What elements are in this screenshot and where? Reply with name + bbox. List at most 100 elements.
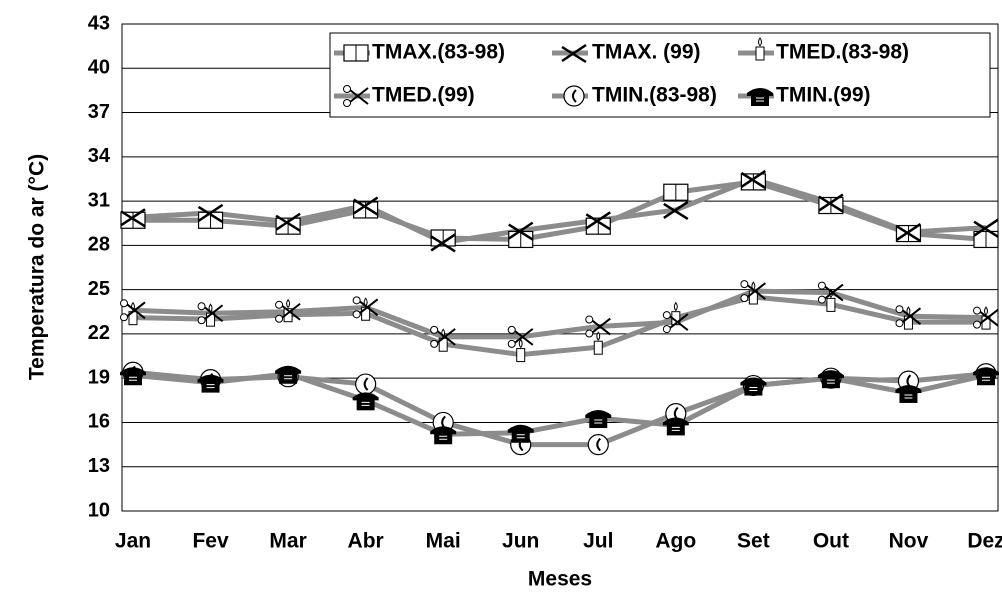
y-tick-label: 13	[88, 455, 110, 477]
marker-shape	[514, 328, 534, 346]
marker-shape	[899, 390, 918, 403]
marker-shape	[662, 325, 671, 334]
data-point	[585, 410, 612, 429]
data-point	[197, 374, 224, 393]
data-point	[352, 196, 379, 216]
marker-shape	[120, 208, 146, 228]
x-tick-label: Mai	[426, 530, 461, 553]
marker-shape	[746, 282, 766, 300]
marker-shape	[826, 379, 835, 384]
legend-box	[329, 32, 991, 118]
x-tick-label: Out	[813, 530, 849, 553]
marker-shape	[359, 298, 379, 317]
data-point	[352, 392, 379, 411]
marker-shape	[591, 317, 611, 336]
marker-shape	[585, 329, 594, 338]
marker-shape	[120, 299, 128, 308]
marker-shape	[201, 380, 220, 393]
data-point	[973, 218, 999, 238]
x-tick-label: Mar	[269, 530, 306, 553]
series-line	[132, 176, 987, 245]
marker-shape	[751, 94, 769, 106]
data-point	[817, 370, 844, 389]
data-point	[430, 229, 456, 247]
marker-shape	[430, 339, 439, 348]
data-point	[507, 424, 534, 443]
marker-shape	[275, 212, 301, 232]
marker-shape	[349, 87, 369, 105]
marker-shape	[434, 432, 453, 445]
data-point	[585, 211, 611, 231]
marker-shape	[363, 377, 369, 391]
data-point	[663, 200, 689, 221]
marker-shape	[197, 302, 206, 311]
x-tick-label: Jun	[502, 530, 539, 553]
y-tick-label: 25	[88, 278, 110, 300]
x-tick-label: Nov	[889, 530, 929, 553]
marker-shape	[669, 313, 689, 331]
data-point	[275, 217, 301, 235]
legend-marker	[343, 85, 369, 107]
data-point	[895, 223, 922, 243]
data-point	[430, 426, 457, 445]
marker-shape	[507, 339, 516, 348]
y-tick-label: 40	[88, 57, 110, 79]
y-tick-label: 10	[88, 499, 110, 521]
marker-shape	[361, 401, 370, 406]
marker-shape	[596, 331, 601, 341]
data-point	[508, 230, 534, 249]
marker-shape	[275, 314, 284, 323]
legend-label: TMAX. (99)	[592, 41, 701, 64]
marker-shape	[817, 281, 826, 290]
data-point	[895, 305, 922, 328]
marker-shape	[275, 300, 284, 309]
marker-shape	[279, 371, 298, 384]
data-point	[662, 417, 689, 436]
marker-shape	[740, 294, 749, 303]
data-point	[973, 306, 999, 329]
marker-shape	[895, 223, 922, 243]
y-tick-label: 34	[88, 145, 111, 167]
marker-shape	[984, 306, 988, 316]
data-point	[587, 433, 609, 456]
marker-shape	[585, 315, 594, 324]
series-line	[132, 371, 987, 437]
marker-shape	[589, 416, 608, 429]
series-line	[132, 288, 987, 340]
marker-shape	[826, 297, 836, 312]
marker-shape	[901, 307, 922, 325]
marker-shape	[343, 99, 351, 107]
marker-shape	[663, 200, 689, 221]
x-tick-label: Abr	[348, 530, 384, 553]
data-point	[275, 300, 301, 323]
x-tick-label: Fev	[192, 530, 229, 553]
plot-frame	[121, 23, 999, 512]
data-point	[516, 338, 526, 363]
data-point	[740, 377, 767, 396]
data-point	[352, 296, 379, 319]
marker-shape	[343, 85, 351, 93]
legend-marker	[343, 44, 369, 62]
data-point	[197, 203, 224, 223]
data-point	[507, 325, 534, 348]
data-point	[593, 331, 603, 355]
y-tick-label: 22	[88, 322, 110, 344]
y-tick-label: 37	[88, 101, 110, 123]
marker-shape	[740, 280, 749, 289]
marker-shape	[286, 298, 291, 309]
marker-shape	[508, 221, 534, 241]
marker-shape	[973, 320, 981, 329]
data-point	[355, 373, 377, 395]
x-axis-title: Meses	[528, 568, 592, 591]
marker-shape	[593, 340, 603, 355]
data-point	[120, 367, 146, 386]
legend-marker	[747, 88, 773, 106]
data-point	[662, 311, 689, 334]
marker-shape	[356, 398, 375, 411]
marker-shape	[281, 302, 301, 321]
marker-shape	[662, 311, 671, 320]
marker-shape	[511, 430, 530, 443]
marker-shape	[430, 325, 439, 334]
marker-shape	[126, 301, 146, 320]
